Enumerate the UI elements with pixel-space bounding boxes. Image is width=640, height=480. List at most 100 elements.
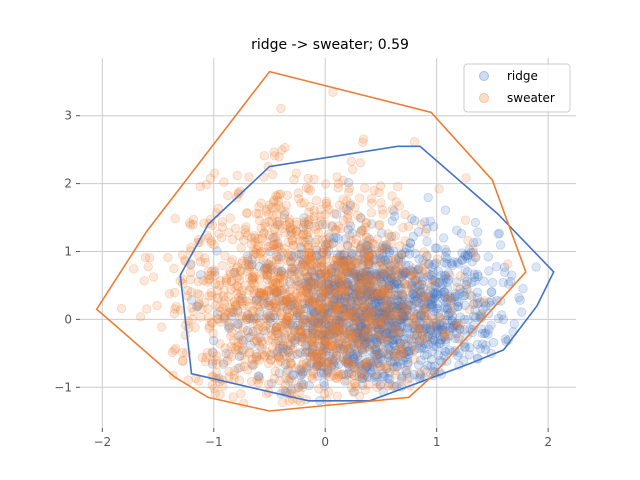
data-point bbox=[429, 289, 440, 299]
data-point bbox=[313, 281, 324, 292]
data-point bbox=[373, 332, 383, 343]
data-point bbox=[377, 302, 387, 312]
data-point bbox=[350, 283, 361, 293]
data-point bbox=[462, 284, 472, 294]
data-point bbox=[422, 289, 432, 299]
data-point bbox=[355, 334, 366, 344]
data-point bbox=[426, 282, 437, 292]
data-point bbox=[470, 272, 480, 283]
data-point bbox=[276, 267, 286, 277]
data-point bbox=[339, 310, 350, 321]
data-point bbox=[407, 284, 417, 294]
data-point bbox=[401, 365, 411, 376]
data-point bbox=[383, 258, 393, 269]
data-point bbox=[380, 293, 390, 304]
data-point bbox=[354, 355, 365, 366]
data-point bbox=[396, 283, 406, 293]
data-point bbox=[322, 249, 332, 259]
data-point bbox=[291, 305, 301, 315]
data-point bbox=[366, 289, 376, 299]
data-point bbox=[396, 344, 406, 355]
data-point bbox=[386, 273, 396, 283]
data-point bbox=[447, 316, 457, 326]
data-point bbox=[273, 238, 283, 249]
data-point bbox=[212, 246, 222, 256]
data-point bbox=[437, 279, 448, 290]
data-point bbox=[377, 249, 388, 259]
data-point bbox=[431, 321, 441, 332]
data-point bbox=[426, 295, 437, 306]
data-point bbox=[392, 318, 403, 328]
data-point bbox=[330, 301, 340, 312]
data-point bbox=[413, 280, 423, 290]
data-point bbox=[388, 246, 399, 256]
data-point bbox=[396, 299, 406, 309]
data-point bbox=[255, 274, 265, 285]
data-point bbox=[316, 357, 326, 368]
data-point bbox=[470, 217, 481, 228]
data-point bbox=[396, 303, 406, 313]
data-point bbox=[376, 257, 386, 267]
data-point bbox=[472, 237, 482, 247]
data-point bbox=[432, 342, 442, 352]
data-point bbox=[240, 227, 251, 238]
data-point bbox=[286, 279, 296, 289]
data-point bbox=[366, 295, 377, 306]
data-point bbox=[395, 338, 405, 348]
data-point bbox=[445, 291, 455, 302]
data-point bbox=[348, 307, 358, 318]
data-point bbox=[384, 350, 394, 360]
data-point bbox=[346, 324, 356, 335]
data-point bbox=[405, 293, 415, 303]
data-point bbox=[367, 361, 378, 372]
data-point bbox=[380, 288, 391, 299]
data-point bbox=[323, 358, 333, 368]
data-point bbox=[414, 335, 425, 345]
data-point bbox=[363, 282, 374, 292]
data-point bbox=[212, 309, 223, 319]
data-point bbox=[436, 335, 446, 345]
data-point bbox=[323, 280, 333, 290]
data-point bbox=[320, 305, 330, 315]
data-point bbox=[419, 292, 429, 303]
data-point bbox=[404, 346, 415, 357]
data-point bbox=[503, 259, 513, 269]
data-point bbox=[450, 289, 460, 299]
data-point bbox=[433, 286, 443, 297]
data-point bbox=[423, 330, 434, 340]
data-point bbox=[367, 312, 378, 323]
data-point bbox=[327, 354, 338, 365]
data-point bbox=[438, 324, 448, 334]
data-point bbox=[309, 316, 319, 326]
data-point bbox=[354, 371, 364, 382]
data-point bbox=[483, 329, 493, 339]
data-point bbox=[370, 310, 380, 321]
data-point bbox=[398, 298, 408, 309]
data-point bbox=[410, 325, 421, 336]
data-point bbox=[358, 330, 368, 340]
data-point bbox=[404, 249, 415, 259]
data-point bbox=[400, 260, 411, 271]
data-point bbox=[468, 238, 479, 248]
data-point bbox=[322, 368, 332, 378]
data-point bbox=[389, 206, 399, 216]
y-tick-label: 2 bbox=[64, 177, 72, 191]
data-point bbox=[372, 370, 382, 380]
data-point bbox=[374, 302, 385, 312]
data-point bbox=[338, 352, 348, 363]
data-point bbox=[343, 279, 353, 290]
data-point bbox=[453, 319, 464, 329]
data-point bbox=[182, 291, 193, 301]
data-point bbox=[355, 329, 366, 340]
data-point bbox=[417, 341, 428, 351]
data-point bbox=[387, 325, 397, 335]
data-point bbox=[393, 291, 403, 301]
data-point bbox=[351, 304, 361, 314]
data-point bbox=[373, 316, 384, 326]
data-point bbox=[350, 266, 361, 276]
x-tick-label: 1 bbox=[433, 435, 441, 449]
data-point bbox=[391, 369, 401, 380]
data-point bbox=[334, 268, 344, 278]
data-point bbox=[415, 310, 426, 321]
data-point bbox=[377, 333, 388, 344]
